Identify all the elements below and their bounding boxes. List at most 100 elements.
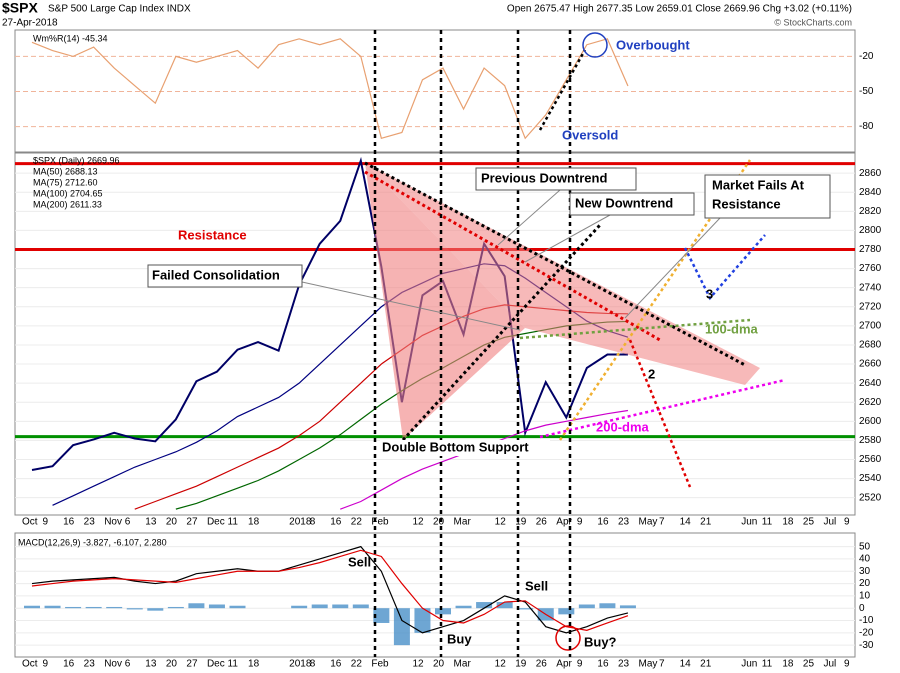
x-tick-label: Mar <box>454 659 472 670</box>
x-tick-label: 12 <box>495 659 507 670</box>
y-tick-label: 2660 <box>859 359 882 370</box>
histogram-bar <box>496 602 513 609</box>
x-tick-label: 6 <box>125 659 131 670</box>
y-tick-label: -10 <box>859 615 874 626</box>
line-series <box>31 545 629 634</box>
histogram-bar <box>517 608 534 610</box>
line-series <box>31 156 628 471</box>
annotation: 2 <box>648 366 655 381</box>
annotation: Failed Consolidation <box>152 267 280 282</box>
x-tick-label: 14 <box>680 517 692 528</box>
y-tick-label: 2540 <box>859 473 882 484</box>
histogram-bar <box>578 604 595 609</box>
trend-line <box>519 318 751 340</box>
x-tick-label: 11 <box>762 517 773 528</box>
x-tick-label: Feb <box>371 517 389 528</box>
annotation: 100-dma <box>705 321 759 336</box>
histogram-bar <box>311 604 328 609</box>
x-tick-label: 7 <box>659 659 665 670</box>
x-tick-label: Jul <box>823 659 836 670</box>
x-tick-label: 18 <box>782 659 794 670</box>
histogram-bar <box>352 604 369 609</box>
x-tick-label: 9 <box>43 659 49 670</box>
y-tick-label: 20 <box>859 578 871 589</box>
credit: © StockCharts.com <box>774 17 852 27</box>
x-tick-label: Apr <box>556 659 572 670</box>
y-tick-label: 2740 <box>859 282 882 293</box>
price-frame <box>14 152 856 516</box>
x-tick-label: Nov <box>104 659 122 670</box>
x-tick-label: 25 <box>803 659 815 670</box>
x-tick-label: Jul <box>823 517 836 528</box>
x-tick-label: 11 <box>228 659 239 670</box>
annotation: Resistance <box>178 227 247 242</box>
legend-entry: $SPX (Daily) 2669.96 <box>33 155 120 165</box>
x-tick-label: 16 <box>63 659 75 670</box>
histogram-bar <box>208 604 225 609</box>
trend-line <box>683 234 766 301</box>
x-tick-label: 22 <box>351 517 363 528</box>
histogram-bar <box>455 605 472 609</box>
x-tick-label: 16 <box>330 659 342 670</box>
circle <box>555 625 581 651</box>
date: 27-Apr-2018 <box>2 18 58 29</box>
histogram-bar <box>229 605 246 609</box>
x-tick-label: Nov <box>104 517 122 528</box>
overlays <box>147 30 831 657</box>
x-tick-label: 6 <box>125 517 131 528</box>
x-tick-label: 9 <box>577 517 583 528</box>
legend-title: MACD(12,26,9) -3.827, -6.107, 2.280 <box>18 537 167 547</box>
x-tick-label: 16 <box>597 659 609 670</box>
x-tick-label: 2018 <box>289 517 312 528</box>
label-bg <box>380 440 550 456</box>
x-tick-label: 7 <box>659 517 665 528</box>
histogram-bar <box>558 608 575 615</box>
y-tick-label: 0 <box>859 603 865 614</box>
x-tick-label: 16 <box>63 517 75 528</box>
line-series <box>31 38 629 140</box>
annotation: Sell <box>348 554 371 569</box>
pointer <box>497 189 561 246</box>
annotation: 200-dma <box>596 419 650 434</box>
y-tick-label: -20 <box>859 51 874 62</box>
y-tick-label: -50 <box>859 86 874 97</box>
histogram-bar <box>619 605 636 609</box>
y-tick-label: 2780 <box>859 244 882 255</box>
pointer <box>524 214 611 263</box>
annotation: New Downtrend <box>575 195 673 210</box>
y-tick-label: 2640 <box>859 378 882 389</box>
x-tick-label: 27 <box>186 659 198 670</box>
x-tick-label: Mar <box>454 517 472 528</box>
legend-entry: MA(100) 2704.65 <box>33 188 103 198</box>
y-tick-label: 30 <box>859 566 871 577</box>
y-tick-label: 2840 <box>859 187 882 198</box>
pointer <box>624 217 721 319</box>
y-tick-label: 2620 <box>859 397 882 408</box>
y-tick-label: 2560 <box>859 454 882 465</box>
histogram-bar <box>167 606 184 609</box>
x-tick-label: 12 <box>412 659 424 670</box>
x-tick-label: 14 <box>680 659 692 670</box>
legend-entry: MA(75) 2712.60 <box>33 177 98 187</box>
y-tick-label: 2680 <box>859 340 882 351</box>
histogram-bar <box>44 605 61 609</box>
x-tick-label: 16 <box>597 517 609 528</box>
subtitle: S&P 500 Large Cap Index INDX <box>48 4 191 15</box>
histogram-bar <box>393 608 410 646</box>
histogram-bar <box>147 608 164 611</box>
trend-line <box>364 170 661 342</box>
x-tick-label: Oct <box>22 659 38 670</box>
annotation: Buy <box>447 631 472 646</box>
legend-entry: Wm%R(14) -45.34 <box>33 33 108 43</box>
x-tick-label: 19 <box>515 659 527 670</box>
macd-frame <box>14 532 856 658</box>
annotation: Buy? <box>584 634 617 649</box>
x-tick-label: 11 <box>228 517 239 528</box>
x-tick-label: 27 <box>186 517 198 528</box>
x-tick-label: 18 <box>248 659 260 670</box>
histogram-bar <box>599 603 616 609</box>
histogram-bar <box>85 606 102 609</box>
y-tick-label: 2800 <box>859 225 882 236</box>
histogram-bar <box>476 602 493 609</box>
x-tick-label: 23 <box>84 517 96 528</box>
